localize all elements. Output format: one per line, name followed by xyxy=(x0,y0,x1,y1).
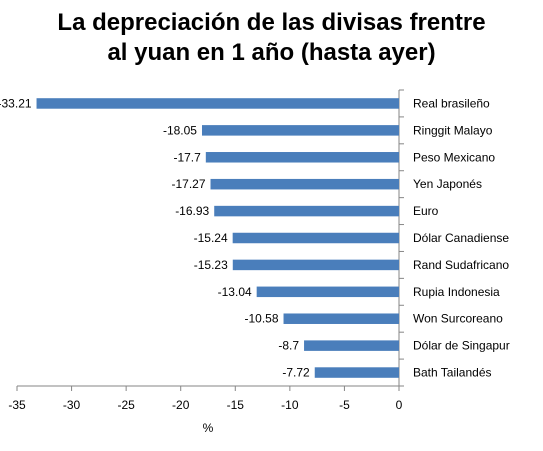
data-label: -13.04 xyxy=(218,285,252,299)
x-tick-label: -10 xyxy=(281,398,299,412)
data-label: -17.7 xyxy=(173,150,201,164)
category-label: Peso Mexicano xyxy=(413,150,495,164)
x-tick-label: 0 xyxy=(396,398,403,412)
data-label: -7.72 xyxy=(282,366,310,380)
x-tick-label: -35 xyxy=(8,398,26,412)
bar xyxy=(201,125,399,136)
data-label: -17.27 xyxy=(171,177,205,191)
category-label: Ringgit Malayo xyxy=(413,123,493,137)
category-label: Real brasileño xyxy=(413,96,490,110)
bar xyxy=(232,232,399,244)
category-label: Won Surcoreano xyxy=(413,312,503,326)
bar xyxy=(36,98,400,109)
category-label: Dólar Canadiense xyxy=(413,231,509,245)
category-label: Rand Sudafricano xyxy=(413,258,509,272)
bar xyxy=(214,205,399,217)
data-label: -33.21 xyxy=(0,96,32,110)
chart-title-line-2: al yuan en 1 año (hasta ayer) xyxy=(107,39,436,66)
chart-title-line-1: La depreciación de las divisas frentre xyxy=(57,9,486,36)
x-axis-title: % xyxy=(203,421,214,435)
x-tick-label: -30 xyxy=(63,398,81,412)
category-label: Yen Japonés xyxy=(413,177,482,191)
bar xyxy=(205,152,399,163)
x-tick-label: -25 xyxy=(117,398,135,412)
data-label: -15.24 xyxy=(194,231,228,245)
data-label: -10.58 xyxy=(244,312,278,326)
category-label: Dólar de Singapur xyxy=(413,339,510,353)
bar xyxy=(314,367,399,378)
bar xyxy=(304,340,399,351)
data-label: -16.93 xyxy=(175,204,209,218)
category-label: Euro xyxy=(413,204,439,218)
x-tick-label: -15 xyxy=(227,398,245,412)
bar xyxy=(210,178,399,190)
category-label: Rupia Indonesia xyxy=(413,285,500,299)
category-label: Bath Tailandés xyxy=(413,366,492,380)
chart-title: La depreciación de las divisas frentre a… xyxy=(0,8,543,68)
bar xyxy=(283,313,399,324)
bar xyxy=(256,286,399,298)
data-label: -15.23 xyxy=(194,258,228,272)
bar xyxy=(232,259,399,271)
x-tick-label: -20 xyxy=(172,398,190,412)
data-label: -8.7 xyxy=(278,339,299,353)
x-tick-label: -5 xyxy=(339,398,350,412)
data-label: -18.05 xyxy=(163,123,197,137)
